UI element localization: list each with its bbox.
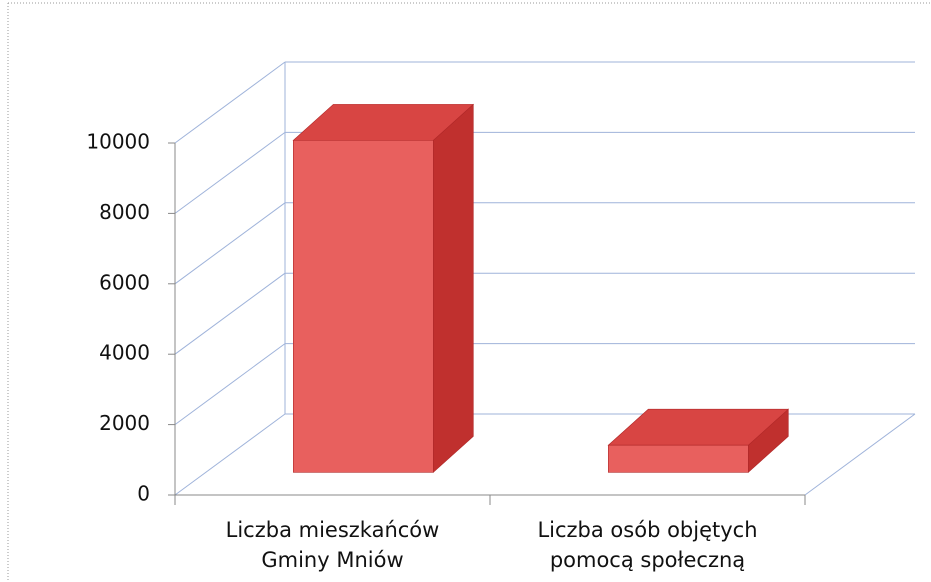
bar-front bbox=[607, 444, 749, 473]
bar bbox=[292, 103, 475, 473]
grid-line bbox=[174, 272, 286, 355]
y-tick-label: 8000 bbox=[99, 200, 150, 224]
y-tick-label: 0 bbox=[137, 482, 150, 506]
x-tick-label: Liczba mieszkańców Gminy Mniów bbox=[225, 518, 440, 572]
grid-line bbox=[174, 343, 286, 426]
bar-front bbox=[292, 140, 434, 473]
bar-side bbox=[432, 103, 474, 473]
grid-line bbox=[174, 131, 286, 214]
bar bbox=[607, 408, 790, 473]
y-tick-label: 10000 bbox=[86, 130, 150, 154]
floor-right bbox=[804, 413, 916, 496]
x-tick-label: Liczba osób objętych pomocą społeczną bbox=[537, 518, 758, 572]
grid-line bbox=[174, 61, 286, 144]
y-tick-label: 4000 bbox=[99, 341, 150, 365]
y-tick-label: 2000 bbox=[99, 411, 150, 435]
y-tick-label: 6000 bbox=[99, 270, 150, 294]
grid-line bbox=[174, 202, 286, 285]
floor-left bbox=[174, 413, 286, 496]
